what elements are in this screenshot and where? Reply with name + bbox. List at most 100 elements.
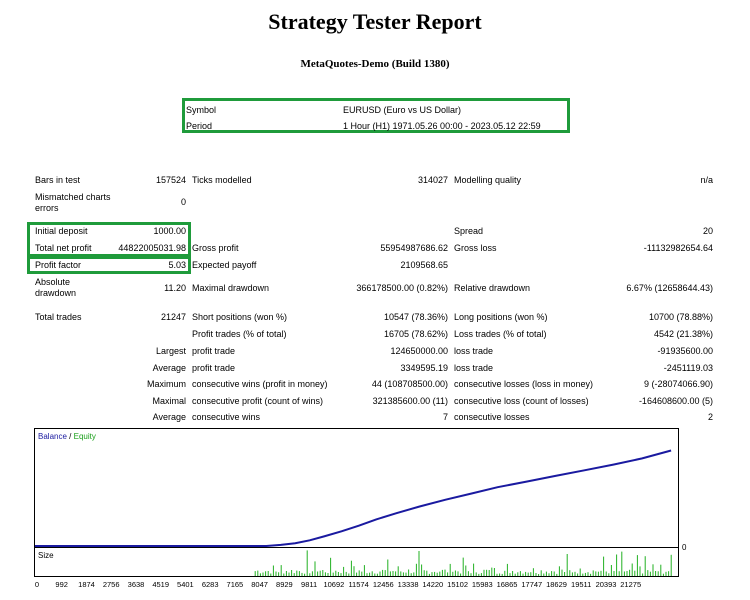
size-bar bbox=[478, 573, 480, 576]
mismatch-label: Mismatched charts bbox=[35, 192, 111, 202]
size-bar bbox=[655, 571, 657, 576]
legend-equity: Equity bbox=[73, 432, 96, 441]
size-bar bbox=[496, 573, 498, 576]
size-bar bbox=[519, 571, 521, 576]
size-bar bbox=[584, 572, 586, 576]
x-tick-label: 16865 bbox=[496, 580, 518, 589]
deposit-netprofit-highlight bbox=[27, 222, 191, 257]
size-bar bbox=[447, 572, 449, 576]
size-bar bbox=[449, 563, 451, 576]
pf-value: 5.03 bbox=[168, 260, 186, 270]
size-bar bbox=[415, 563, 417, 576]
maximum-label: Maximum bbox=[146, 379, 186, 389]
x-tick-label: 8929 bbox=[276, 580, 293, 589]
size-bar bbox=[553, 571, 555, 576]
size-bar bbox=[590, 573, 592, 576]
size-bar bbox=[574, 571, 576, 576]
long-label: Long positions (won %) bbox=[454, 312, 548, 322]
size-bar bbox=[493, 568, 495, 576]
trades-label: Total trades bbox=[35, 312, 82, 322]
size-bar bbox=[566, 554, 568, 576]
size-bar bbox=[402, 572, 404, 576]
size-bar bbox=[337, 572, 339, 576]
size-bar bbox=[592, 570, 594, 576]
size-bar bbox=[384, 570, 386, 576]
size-bar bbox=[423, 570, 425, 576]
maximal-label: Maximal bbox=[152, 396, 186, 406]
size-bar bbox=[257, 570, 259, 576]
size-bar bbox=[506, 563, 508, 576]
x-tick-label: 10692 bbox=[323, 580, 345, 589]
size-bar bbox=[486, 569, 488, 576]
size-bar bbox=[395, 571, 397, 576]
size-bar bbox=[366, 573, 368, 576]
x-tick-label: 19511 bbox=[571, 580, 592, 589]
size-bar bbox=[267, 571, 269, 576]
size-bar bbox=[327, 573, 329, 576]
size-bar bbox=[543, 573, 545, 576]
size-bar bbox=[577, 573, 579, 576]
size-bar bbox=[660, 564, 662, 576]
mismatch-value: 0 bbox=[180, 197, 186, 207]
size-bar bbox=[270, 573, 272, 576]
average-lt-value: -2451119.03 bbox=[663, 363, 713, 373]
size-bar bbox=[509, 573, 511, 576]
size-bar bbox=[608, 573, 610, 576]
size-bar bbox=[595, 571, 597, 576]
size-bar bbox=[265, 571, 267, 576]
size-bar bbox=[280, 565, 282, 576]
max-cw-label: consecutive wins (profit in money) bbox=[192, 379, 328, 389]
max-cl-label: consecutive losses (loss in money) bbox=[454, 379, 594, 389]
size-bar bbox=[413, 572, 415, 576]
x-tick-label: 1874 bbox=[78, 580, 95, 589]
size-bar bbox=[400, 571, 402, 576]
size-bar bbox=[558, 566, 560, 576]
size-bar bbox=[649, 571, 651, 576]
size-bar bbox=[441, 569, 443, 576]
deposit-label: Initial deposit bbox=[35, 226, 88, 236]
avg-cw-value: 7 bbox=[442, 412, 448, 422]
x-tick-label: 9811 bbox=[301, 580, 318, 589]
size-bar bbox=[621, 551, 623, 576]
size-bar bbox=[322, 570, 324, 576]
max-cl-value: 9 (-28074066.90) bbox=[643, 379, 713, 389]
largest-label: Largest bbox=[155, 346, 186, 356]
size-bar bbox=[662, 573, 664, 576]
period-value: 1 Hour (H1) 1971.05.26 00:00 - 2023.05.1… bbox=[343, 121, 541, 131]
profit-factor-highlight bbox=[27, 256, 191, 274]
size-bar bbox=[491, 567, 493, 576]
size-bar bbox=[293, 573, 295, 576]
size-bar bbox=[288, 572, 290, 576]
size-bar bbox=[499, 573, 501, 576]
size-bar bbox=[343, 566, 345, 576]
size-bar bbox=[408, 569, 410, 576]
x-tick-label: 15983 bbox=[471, 580, 493, 589]
size-bar bbox=[551, 571, 553, 576]
size-bar bbox=[631, 563, 633, 576]
size-bar bbox=[465, 565, 467, 576]
average-pt-value: 3349595.19 bbox=[400, 363, 448, 373]
legend-balance: Balance bbox=[38, 432, 67, 441]
size-bar bbox=[371, 571, 373, 576]
x-tick-label: 15102 bbox=[447, 580, 469, 589]
size-bar bbox=[561, 569, 563, 576]
size-bar bbox=[538, 574, 540, 576]
grossloss-label: Gross loss bbox=[454, 243, 497, 253]
size-bar bbox=[587, 572, 589, 576]
short-value: 10547 (78.36%) bbox=[383, 312, 448, 322]
average-lt-label: loss trade bbox=[454, 363, 494, 373]
ticks-label: Ticks modelled bbox=[192, 175, 252, 185]
size-bar bbox=[418, 551, 420, 576]
balance-equity-chart bbox=[35, 449, 672, 547]
x-tick-label: 18629 bbox=[546, 580, 567, 589]
x-tick-label: 20393 bbox=[595, 580, 617, 589]
size-bar bbox=[275, 571, 277, 576]
balance-line bbox=[35, 449, 672, 547]
y-zero-label: 0 bbox=[682, 543, 687, 552]
size-bar bbox=[571, 572, 573, 576]
long-value: 10700 (78.88%) bbox=[648, 312, 713, 322]
size-bar bbox=[657, 571, 659, 576]
maximal-cp-value: 321385600.00 (11) bbox=[372, 396, 448, 406]
size-bar bbox=[540, 570, 542, 576]
x-tick-label: 992 bbox=[55, 580, 68, 589]
